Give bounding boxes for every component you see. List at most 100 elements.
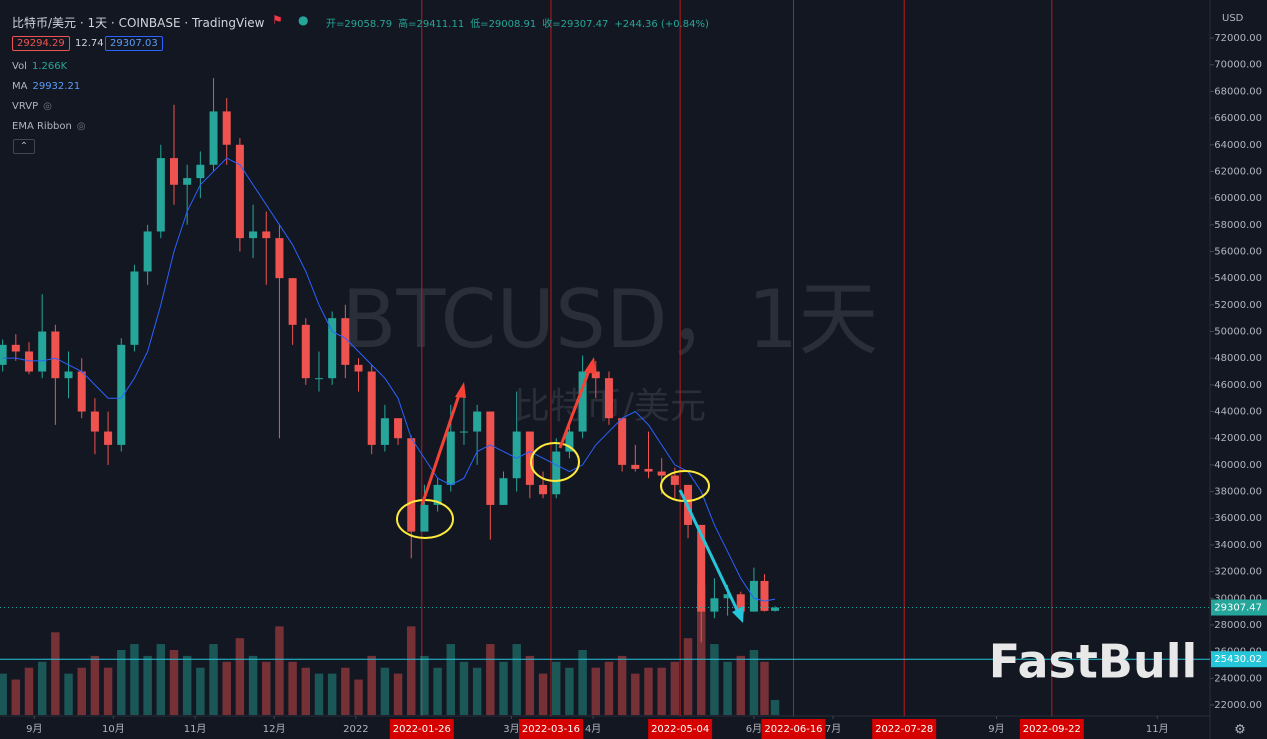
volume-bar xyxy=(420,655,429,715)
candle-body xyxy=(433,484,442,505)
settings-icon[interactable]: ⚙ xyxy=(1234,723,1246,738)
price-badge-label: 25430.02 xyxy=(1214,654,1262,665)
candle-body xyxy=(328,318,337,379)
marker-label: 2022-03-16 xyxy=(522,724,580,735)
volume-bar xyxy=(275,626,284,715)
symbol-title[interactable]: 比特币/美元 · 1天 · COINBASE · TradingView xyxy=(12,16,265,30)
candle-body xyxy=(196,164,205,179)
volume-bar xyxy=(117,650,126,715)
y-tick-label: 66000.00 xyxy=(1214,113,1262,124)
candle-body xyxy=(11,344,20,352)
volume-bar xyxy=(143,655,152,715)
annotations xyxy=(396,357,744,623)
sell-price[interactable]: 29294.29 xyxy=(12,36,70,51)
marker-label: 2022-06-16 xyxy=(764,724,822,735)
y-tick-label: 68000.00 xyxy=(1214,86,1262,97)
y-tick-label: 54000.00 xyxy=(1214,273,1262,284)
candle-body xyxy=(380,418,389,445)
candle-body xyxy=(459,431,468,433)
legend-item[interactable]: EMA Ribbon ◎ xyxy=(12,121,86,132)
x-tick-label: 3月 xyxy=(503,723,519,735)
volume-bar xyxy=(24,667,34,715)
volume-bar xyxy=(499,661,508,715)
candle-body xyxy=(723,594,732,599)
candle-body xyxy=(473,411,482,432)
volume-bar xyxy=(262,661,271,715)
volume-bar xyxy=(446,644,456,715)
y-tick-label: 58000.00 xyxy=(1214,220,1262,231)
x-tick-label: 9月 xyxy=(988,723,1004,735)
candle-body xyxy=(591,371,600,379)
buy-price[interactable]: 29307.03 xyxy=(105,36,163,51)
y-tick-label: 36000.00 xyxy=(1214,513,1262,524)
marker-label: 2022-09-22 xyxy=(1023,724,1081,735)
candle-body xyxy=(314,378,323,380)
candle-body xyxy=(644,468,653,472)
x-tick-label: 7月 xyxy=(825,723,841,735)
volume-bar xyxy=(51,632,60,715)
ohlc-value: 高=29411.11 xyxy=(398,19,465,30)
visibility-icon: ◎ xyxy=(43,101,52,112)
candle-body xyxy=(104,431,113,445)
volume-bar xyxy=(37,661,47,715)
candle-body xyxy=(394,418,403,439)
candle-body xyxy=(486,411,495,505)
logo: FastBull xyxy=(989,635,1197,689)
ohlc-value: 低=29008.91 xyxy=(470,19,537,30)
volume-bar xyxy=(367,655,376,715)
candle-body xyxy=(77,371,86,412)
y-tick-label: 34000.00 xyxy=(1214,540,1262,551)
volume-bar xyxy=(538,673,548,715)
volume-bar xyxy=(723,661,732,715)
candle-body xyxy=(749,580,758,612)
candle-body xyxy=(169,158,178,185)
collapse-button[interactable]: ⌃ xyxy=(13,139,35,154)
x-tick-label: 4月 xyxy=(585,723,601,735)
legend-item[interactable]: MA 29932.21 xyxy=(12,81,80,92)
volume-bar xyxy=(696,585,706,715)
ohlc-value: 收=29307.47 xyxy=(542,19,609,30)
candle-body xyxy=(512,431,521,479)
candle-body xyxy=(222,111,231,145)
candle-body xyxy=(631,464,640,469)
volume-bar xyxy=(327,673,337,715)
legend-value: 1.266K xyxy=(31,61,68,72)
trend-arrow xyxy=(678,489,740,613)
volume-bar xyxy=(0,673,7,715)
x-tick-label: 6月 xyxy=(746,723,762,735)
y-tick-label: 30000.00 xyxy=(1214,593,1262,604)
arrow-head xyxy=(732,606,744,623)
highlight-ellipse xyxy=(530,442,580,482)
ohlc-value: 开=29058.79 xyxy=(326,19,393,30)
candle-body xyxy=(670,475,679,485)
y-tick-label: 40000.00 xyxy=(1214,460,1262,471)
arrow-head xyxy=(455,382,466,398)
y-tick-label: 70000.00 xyxy=(1214,60,1262,71)
candle-body xyxy=(117,344,126,445)
volume-bar xyxy=(130,644,139,715)
volume-bar xyxy=(169,650,179,715)
currency[interactable]: USD xyxy=(1222,13,1244,24)
volume-bar xyxy=(472,667,482,715)
volume-bar xyxy=(380,667,390,715)
flag-icon[interactable]: ⚑ xyxy=(272,13,283,27)
candle-body xyxy=(618,418,627,465)
x-tick-label: 10月 xyxy=(102,723,125,735)
candle-body xyxy=(710,598,719,612)
candle-body xyxy=(249,231,258,239)
candle-body xyxy=(51,331,60,379)
marker-badge xyxy=(518,719,583,739)
volume-bar xyxy=(631,673,640,715)
legend-item[interactable]: VRVP ◎ xyxy=(12,101,52,112)
legend-item[interactable]: Vol 1.266K xyxy=(12,61,67,72)
y-tick-label: 50000.00 xyxy=(1214,327,1262,338)
legend-value: 29932.21 xyxy=(32,81,81,92)
candle-body xyxy=(736,594,745,612)
volume-bar xyxy=(301,667,311,715)
volume-bar xyxy=(11,679,21,715)
candle-body xyxy=(183,178,192,185)
candle-body xyxy=(90,411,99,432)
candle-body xyxy=(24,351,33,372)
volume-bar xyxy=(749,650,759,715)
